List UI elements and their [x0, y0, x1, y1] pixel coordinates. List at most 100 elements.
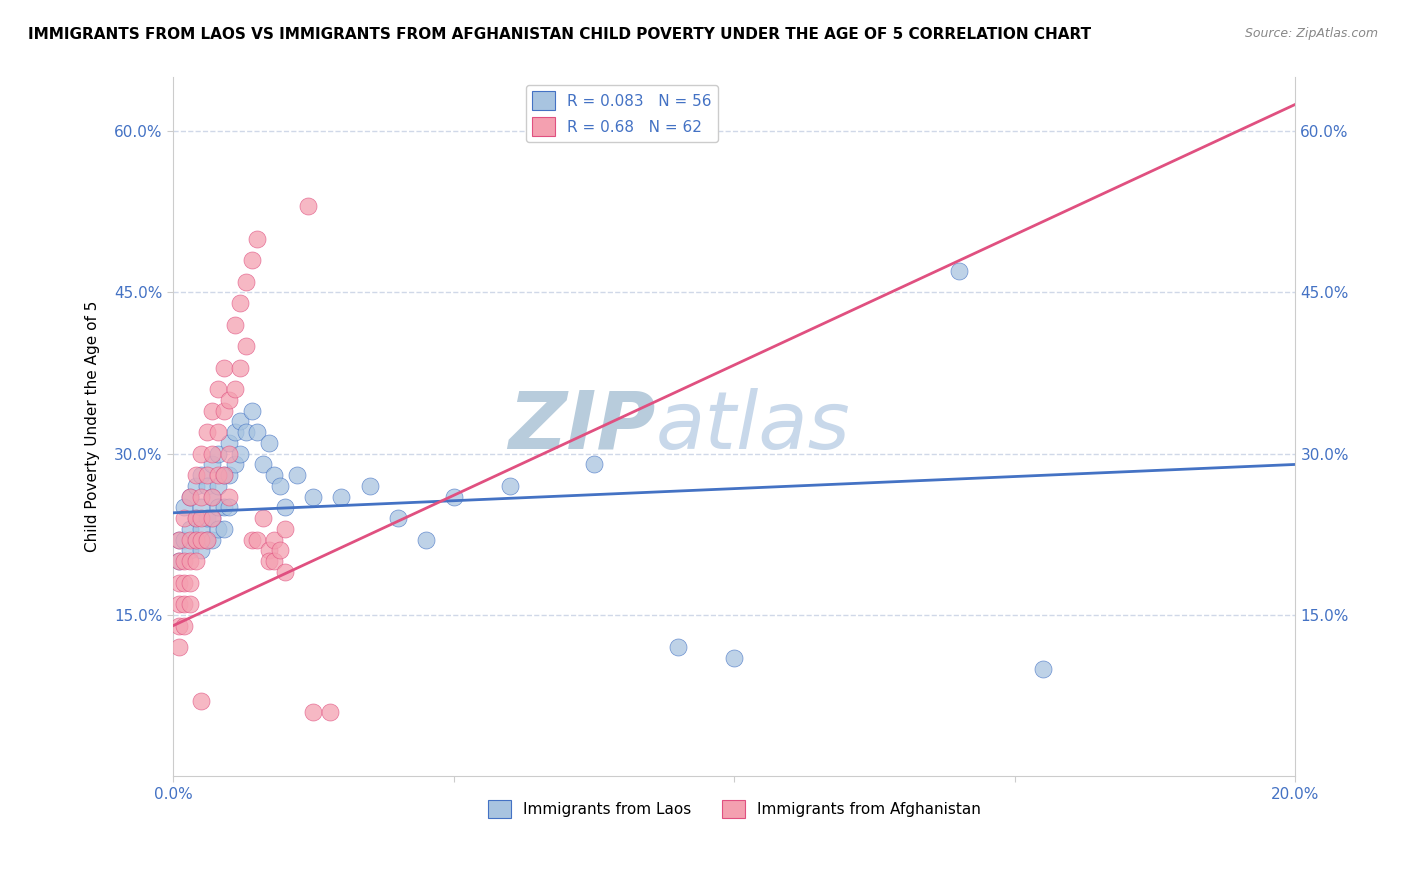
Point	[666, 640, 689, 655]
Point	[240, 533, 263, 547]
Point	[330, 490, 353, 504]
Point	[229, 447, 252, 461]
Point	[173, 597, 195, 611]
Point	[415, 533, 437, 547]
Point	[207, 479, 229, 493]
Point	[274, 565, 297, 579]
Text: ZIP: ZIP	[509, 388, 655, 466]
Point	[179, 533, 201, 547]
Point	[195, 425, 218, 440]
Point	[246, 533, 269, 547]
Point	[190, 522, 212, 536]
Point	[269, 543, 291, 558]
Point	[190, 694, 212, 708]
Point	[201, 533, 224, 547]
Point	[1032, 662, 1054, 676]
Point	[201, 447, 224, 461]
Point	[257, 554, 280, 568]
Point	[212, 468, 235, 483]
Point	[229, 296, 252, 310]
Point	[224, 318, 246, 332]
Point	[229, 360, 252, 375]
Point	[274, 522, 297, 536]
Point	[207, 425, 229, 440]
Point	[499, 479, 522, 493]
Point	[212, 360, 235, 375]
Point	[179, 490, 201, 504]
Legend: Immigrants from Laos, Immigrants from Afghanistan: Immigrants from Laos, Immigrants from Af…	[482, 794, 987, 824]
Point	[224, 382, 246, 396]
Point	[235, 339, 257, 353]
Point	[167, 618, 190, 632]
Point	[218, 447, 240, 461]
Point	[179, 522, 201, 536]
Point	[582, 458, 605, 472]
Point	[224, 425, 246, 440]
Point	[263, 468, 285, 483]
Point	[229, 414, 252, 428]
Text: IMMIGRANTS FROM LAOS VS IMMIGRANTS FROM AFGHANISTAN CHILD POVERTY UNDER THE AGE : IMMIGRANTS FROM LAOS VS IMMIGRANTS FROM …	[28, 27, 1091, 42]
Point	[285, 468, 308, 483]
Point	[302, 490, 325, 504]
Point	[201, 511, 224, 525]
Point	[387, 511, 409, 525]
Point	[201, 458, 224, 472]
Point	[240, 403, 263, 417]
Point	[218, 392, 240, 407]
Point	[201, 490, 224, 504]
Point	[212, 468, 235, 483]
Point	[195, 533, 218, 547]
Point	[190, 533, 212, 547]
Point	[235, 275, 257, 289]
Point	[167, 554, 190, 568]
Point	[274, 500, 297, 515]
Point	[218, 490, 240, 504]
Point	[195, 479, 218, 493]
Point	[723, 651, 745, 665]
Point	[207, 382, 229, 396]
Point	[359, 479, 381, 493]
Point	[173, 500, 195, 515]
Point	[201, 403, 224, 417]
Point	[173, 575, 195, 590]
Text: atlas: atlas	[655, 388, 851, 466]
Point	[167, 533, 190, 547]
Point	[167, 640, 190, 655]
Point	[235, 425, 257, 440]
Point	[263, 533, 285, 547]
Point	[297, 199, 319, 213]
Point	[207, 468, 229, 483]
Point	[201, 511, 224, 525]
Point	[302, 705, 325, 719]
Point	[184, 511, 207, 525]
Point	[167, 554, 190, 568]
Point	[190, 543, 212, 558]
Point	[167, 575, 190, 590]
Point	[246, 425, 269, 440]
Point	[184, 554, 207, 568]
Point	[173, 554, 195, 568]
Point	[201, 490, 224, 504]
Point	[190, 511, 212, 525]
Point	[179, 490, 201, 504]
Point	[948, 264, 970, 278]
Point	[173, 511, 195, 525]
Point	[190, 447, 212, 461]
Point	[179, 554, 201, 568]
Point	[173, 533, 195, 547]
Point	[212, 403, 235, 417]
Point	[184, 511, 207, 525]
Point	[195, 533, 218, 547]
Point	[207, 522, 229, 536]
Point	[257, 543, 280, 558]
Point	[252, 511, 274, 525]
Text: Source: ZipAtlas.com: Source: ZipAtlas.com	[1244, 27, 1378, 40]
Point	[319, 705, 342, 719]
Point	[173, 618, 195, 632]
Point	[195, 511, 218, 525]
Point	[263, 554, 285, 568]
Point	[218, 500, 240, 515]
Point	[184, 468, 207, 483]
Point	[218, 468, 240, 483]
Point	[167, 533, 190, 547]
